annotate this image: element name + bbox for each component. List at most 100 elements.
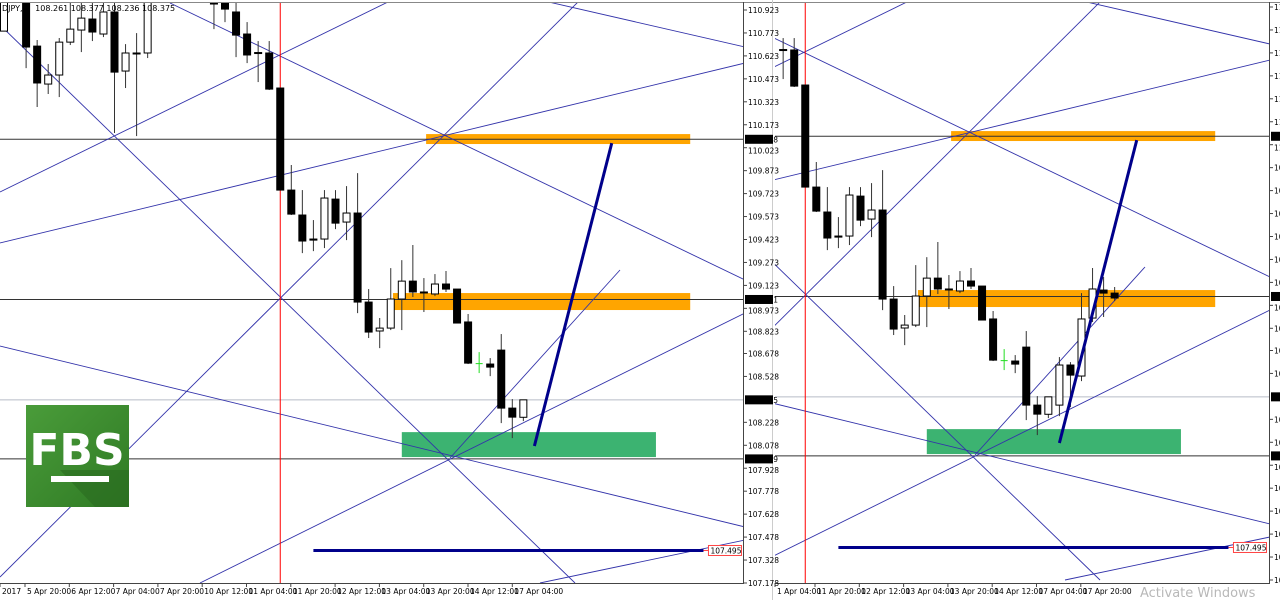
price-tick-label: 108.823 (748, 327, 779, 336)
projection-trendline (1057, 139, 1139, 444)
current-level-badge (745, 134, 773, 144)
current-level-label: 108.375 (747, 396, 778, 405)
alert-price-box (707, 544, 742, 556)
bear-candle (442, 283, 450, 290)
bear-candle (221, 3, 229, 10)
bear-candle (889, 298, 898, 330)
bull-candle (944, 288, 953, 291)
time-tick-label: 11 Apr 20:00 (293, 587, 342, 596)
time-tick-label: 12 Apr 12:00 (861, 587, 910, 596)
bear-candle (1099, 289, 1108, 294)
bear-candle (1022, 346, 1031, 406)
right-price-axis: 110.923 110.773 110.623 110.473 110.323 110.1… (1270, 3, 1280, 585)
gann-line (551, 3, 743, 48)
current-level-badge (1271, 291, 1280, 301)
price-tick-label: 109.123 (1274, 278, 1280, 287)
price-tick-label: 107.778 (1274, 484, 1280, 493)
bull-candle (900, 324, 909, 329)
price-tick-label: 109.423 (748, 236, 779, 245)
bear-candle (33, 45, 42, 84)
current-level-badge (745, 395, 773, 405)
bull-candle (1055, 364, 1064, 406)
price-tick-label: 109.273 (1274, 255, 1280, 264)
price-tick-label: 109.873 (748, 167, 779, 176)
time-tick-label: 13 Apr 04:00 (381, 587, 430, 596)
time-tick-label: 17 Apr 04:00 (1039, 587, 1088, 596)
time-tick-label: 5 Apr 20:00 (27, 587, 71, 596)
price-tick-label: 107.478 (1274, 530, 1280, 539)
bull-candle (375, 327, 384, 332)
bear-candle (1033, 404, 1042, 415)
bear-candle (265, 52, 274, 90)
bear-candle (812, 186, 821, 212)
gann-line (169, 3, 743, 280)
support-zone (401, 432, 656, 458)
gann-line (1089, 3, 1270, 45)
price-tick-label: 110.623 (748, 52, 779, 61)
price-tick-label: 107.628 (748, 510, 779, 519)
activate-windows-watermark: Activate Windows (1140, 586, 1256, 600)
symbol-header: DJPY,H 108.261 108.377 108.236 108.375 (2, 4, 175, 13)
bull-candle (386, 298, 395, 329)
svg-text:FBS: FBS (29, 425, 124, 476)
bull-candle (132, 52, 141, 55)
current-level-badge (745, 294, 773, 304)
bull-candle (254, 52, 263, 55)
price-tick-label: 108.678 (1274, 346, 1280, 355)
price-tick-label: 108.528 (1274, 369, 1280, 378)
bull-candle (430, 283, 439, 295)
gann-line (0, 63, 743, 244)
bear-candle (453, 288, 462, 324)
bear-candle (22, 3, 31, 48)
price-tick-label: 110.923 (1274, 3, 1280, 12)
current-level-badge (1271, 392, 1280, 402)
current-level-label: 110.078 (747, 135, 778, 144)
bear-candle (88, 18, 97, 33)
bear-candle (298, 214, 307, 242)
current-level-label: 107.989 (747, 455, 778, 464)
bull-candle (0, 3, 8, 32)
bull-candle (77, 17, 86, 31)
bull-candle (55, 41, 64, 76)
price-tick-label: 108.078 (1274, 438, 1280, 447)
gann-line (0, 3, 387, 193)
bear-candle (989, 318, 998, 361)
bull-candle (955, 280, 964, 292)
price-tick-label: 110.773 (748, 29, 779, 38)
time-tick-label: 13 Apr 20:00 (426, 587, 475, 596)
price-tick-label: 110.173 (748, 121, 779, 130)
bull-candle (66, 28, 75, 43)
gann-line (199, 313, 743, 583)
bull-candle (911, 295, 920, 326)
gann-line (775, 263, 1101, 581)
resistance-zone (392, 293, 691, 311)
price-tick-label: 107.178 (748, 579, 779, 588)
bear-candle (209, 3, 218, 5)
bull-candle (519, 399, 528, 418)
current-level-label: 109.031 (1273, 292, 1280, 301)
price-tick-label: 107.478 (748, 533, 779, 542)
gann-line (449, 269, 621, 459)
price-tick-label: 109.873 (1274, 164, 1280, 173)
bear-candle (486, 363, 495, 368)
time-tick-label: 13 Apr 04:00 (906, 587, 955, 596)
price-tick-label: 107.778 (748, 487, 779, 496)
price-tick-label: 110.923 (748, 6, 779, 15)
bear-candle (309, 238, 318, 241)
price-tick-label: 109.273 (748, 258, 779, 267)
bear-candle (364, 301, 373, 333)
price-tick-label: 110.473 (1274, 72, 1280, 81)
bear-candle (110, 11, 119, 73)
bull-candle (44, 74, 53, 85)
price-tick-label: 107.328 (748, 556, 779, 565)
current-level-badge (745, 454, 773, 464)
bull-candle (320, 197, 329, 240)
bull-candle (779, 49, 788, 52)
current-level-label: 108.375 (1273, 393, 1280, 402)
price-tick-label: 108.973 (1274, 303, 1280, 312)
price-tick-label: 109.723 (748, 190, 779, 199)
